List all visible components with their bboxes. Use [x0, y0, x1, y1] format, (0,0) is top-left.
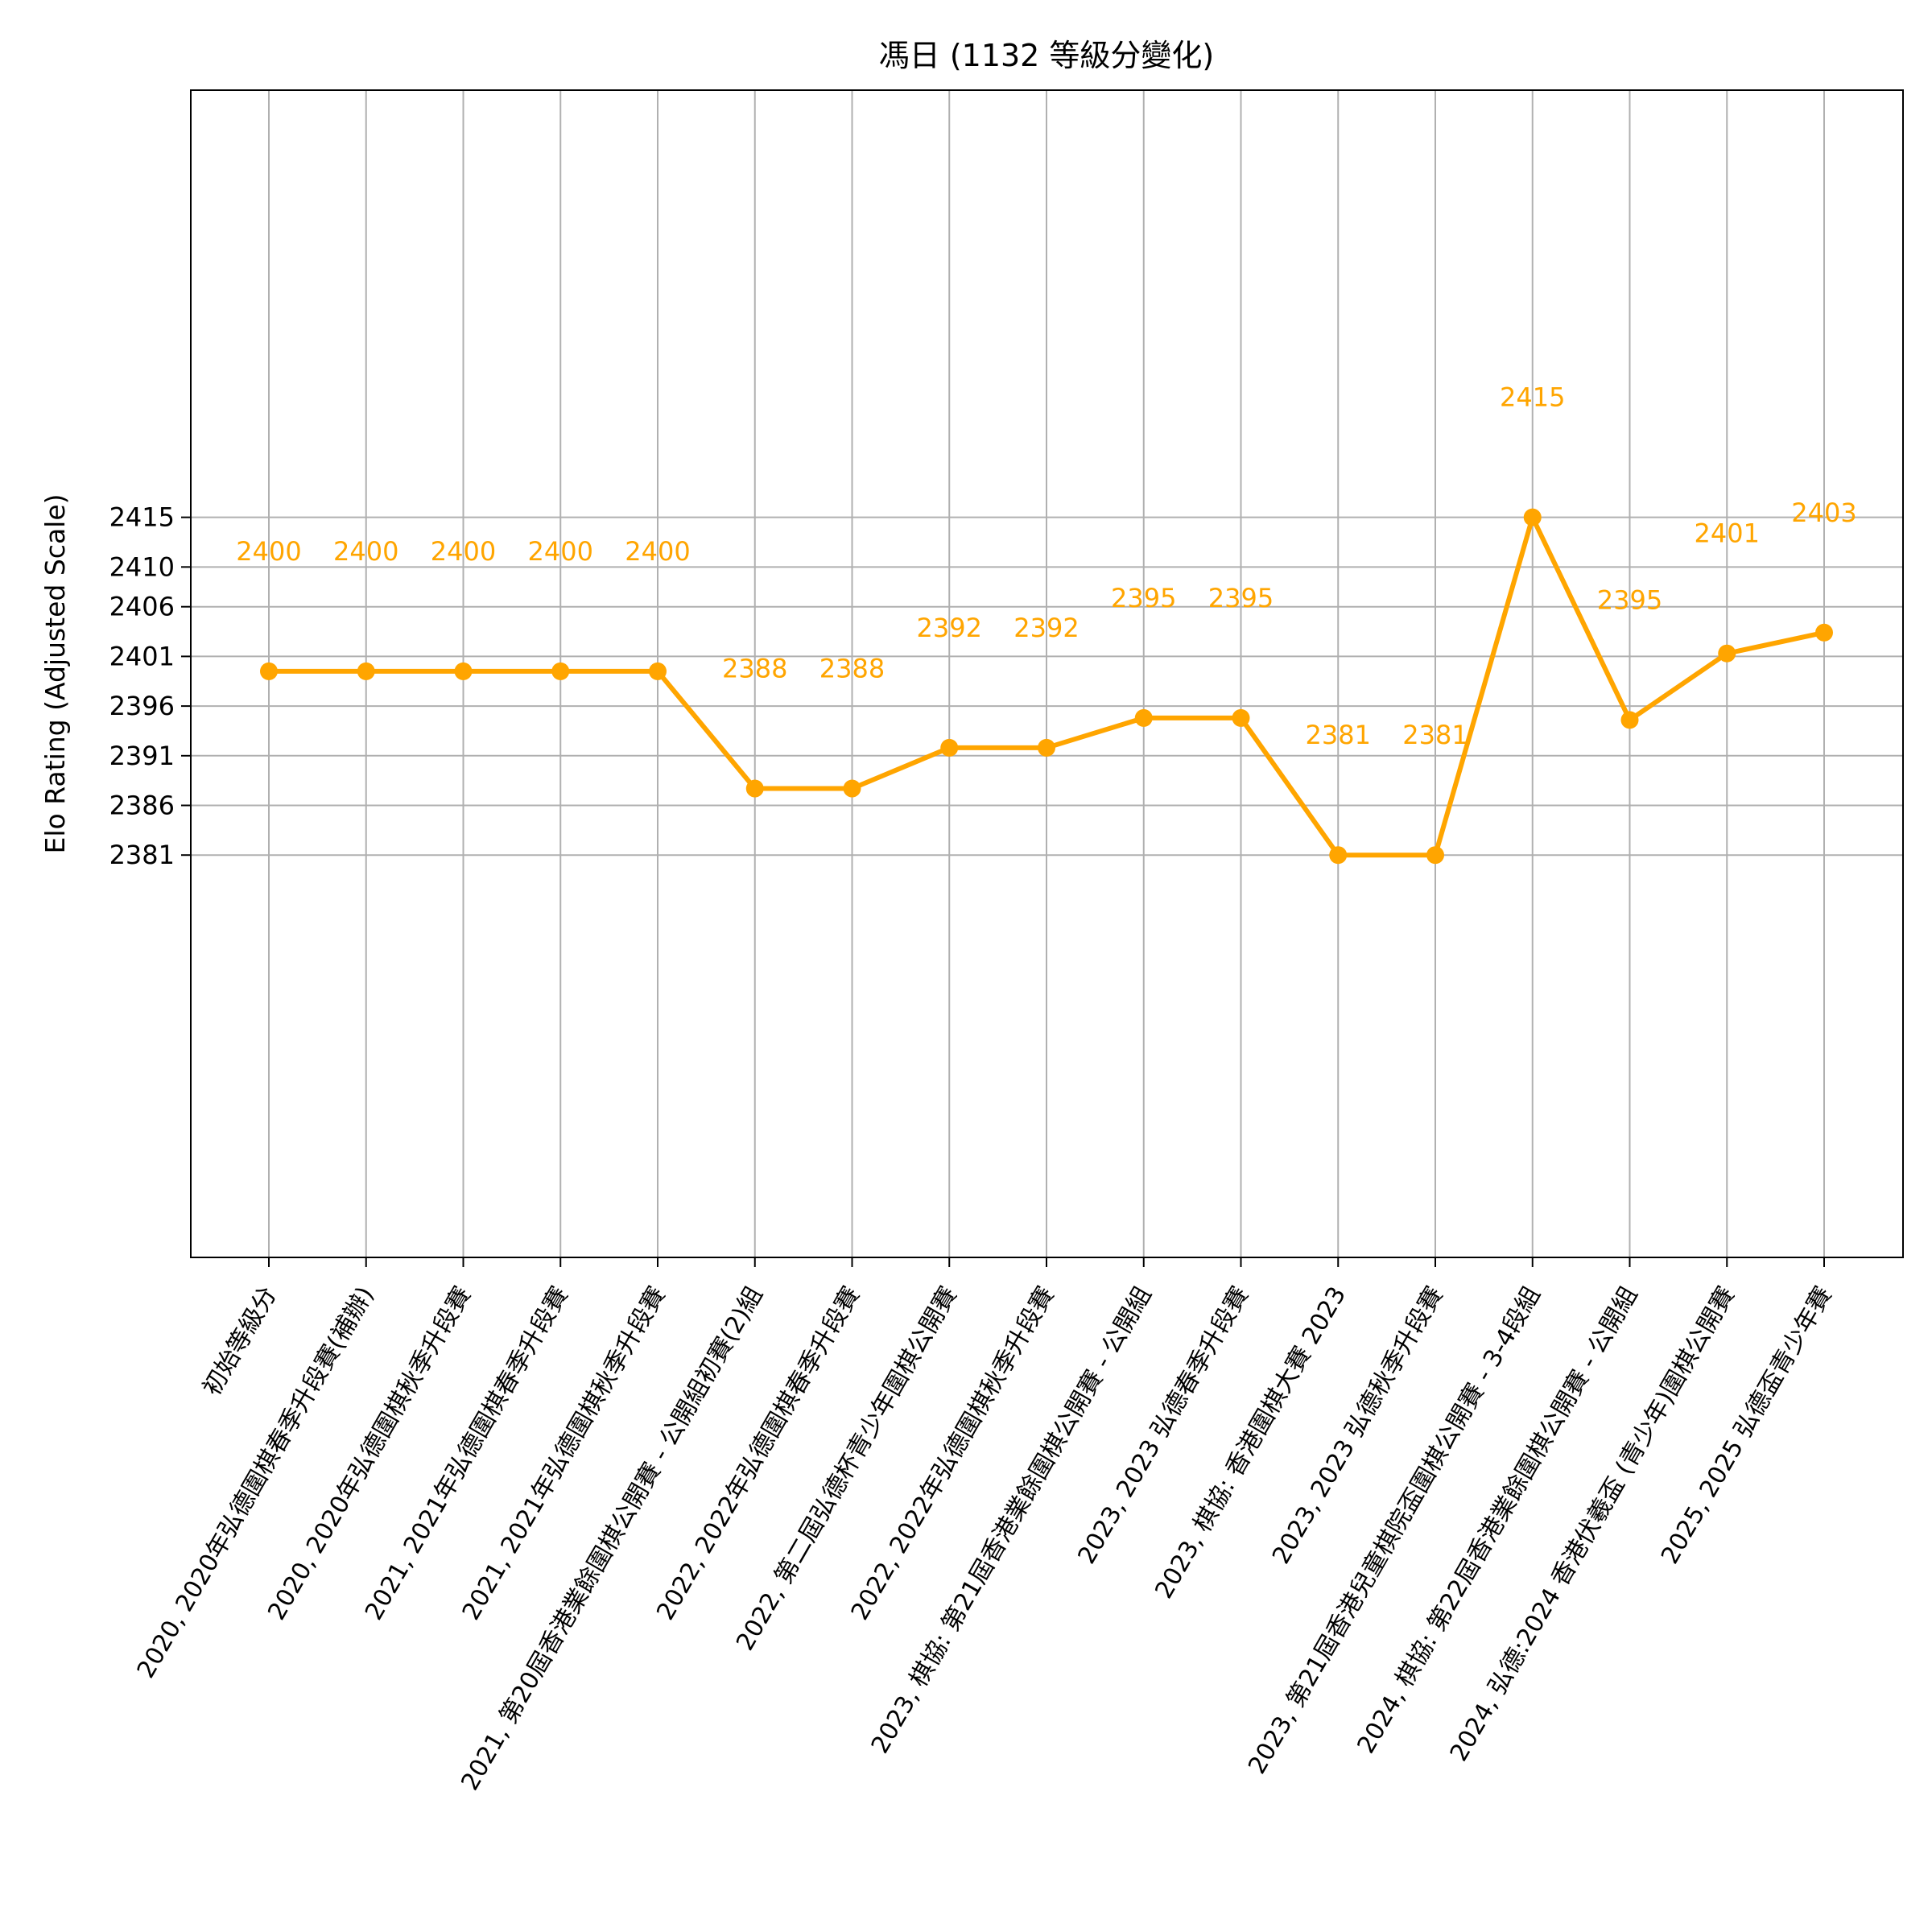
data-point	[357, 662, 375, 680]
x-tick-label: 2025, 2025 弘德盃青少年賽	[1656, 1282, 1838, 1569]
data-point	[745, 779, 764, 798]
x-tick-label: 2020, 2020年弘德圍棋秋季升段賽	[262, 1282, 477, 1625]
data-point	[1523, 508, 1542, 526]
y-tick-label: 2396	[109, 691, 175, 721]
data-labels: 2400 2400 2400 2400 2400 2388 2388 2392 2392 2395…	[236, 382, 1856, 751]
x-tick-label: 2023, 2023 弘德春季升段賽	[1072, 1282, 1254, 1569]
data-label: 2400	[625, 536, 690, 567]
data-label: 2400	[333, 536, 398, 567]
data-label: 2395	[1111, 583, 1176, 613]
x-tick-label: 初始等級分	[198, 1282, 283, 1401]
data-label: 2395	[1597, 584, 1662, 615]
series	[260, 508, 1833, 865]
y-axis-label: Elo Rating (Adjusted Scale)	[39, 493, 71, 853]
data-point	[1620, 711, 1639, 729]
x-tick-label: 2023, 棋協: 香港圍棋大賽 2023	[1150, 1282, 1352, 1604]
data-label: 2381	[1402, 720, 1468, 750]
data-label: 2381	[1306, 720, 1371, 750]
data-label: 2388	[819, 654, 885, 684]
ticks	[181, 516, 1825, 1267]
x-tick-label: 2022, 2022年弘德圍棋秋季升段賽	[846, 1282, 1060, 1625]
data-point	[1038, 738, 1055, 757]
data-point	[260, 662, 278, 680]
y-tick-label: 2401	[109, 641, 175, 671]
data-label: 2400	[528, 536, 593, 567]
data-point	[1232, 708, 1250, 727]
y-tick-label: 2381	[109, 840, 175, 870]
plot-frame	[190, 89, 1904, 1258]
data-point	[1134, 708, 1153, 727]
x-tick-label: 2022, 2022年弘德圍棋春季升段賽	[651, 1282, 865, 1625]
x-tick-label: 2023, 2023 弘德秋季升段賽	[1267, 1282, 1449, 1569]
data-label: 2395	[1208, 583, 1274, 613]
data-label: 2400	[431, 536, 496, 567]
data-label: 2388	[722, 654, 787, 684]
data-point	[843, 779, 861, 798]
data-point	[649, 662, 667, 680]
data-point	[940, 738, 959, 757]
y-tick-label: 2410	[109, 551, 175, 582]
x-tick-label: 2021, 2021年弘德圍棋春季升段賽	[360, 1282, 574, 1625]
data-point	[454, 662, 473, 680]
data-label: 2401	[1695, 518, 1760, 549]
chart-title: 馮日 (1132 等級分變化)	[879, 38, 1215, 73]
y-tick-labels: 2381 2386 2391 2396 2401 2406 2410 2415	[109, 502, 175, 871]
data-label: 2403	[1791, 497, 1856, 528]
data-label: 2392	[1013, 613, 1079, 643]
data-label: 2400	[236, 536, 301, 567]
data-point	[1426, 846, 1444, 865]
data-label: 2415	[1500, 382, 1565, 413]
data-point	[1329, 846, 1348, 865]
y-tick-label: 2386	[109, 791, 175, 821]
y-tick-label: 2406	[109, 592, 175, 622]
data-label: 2392	[917, 613, 982, 643]
data-point	[1815, 623, 1833, 642]
y-tick-label: 2415	[109, 502, 175, 533]
y-tick-label: 2391	[109, 741, 175, 771]
data-point	[1718, 644, 1736, 663]
x-tick-label: 2021, 2021年弘德圍棋秋季升段賽	[457, 1282, 671, 1625]
data-point	[551, 662, 570, 680]
grid	[191, 90, 1903, 1257]
